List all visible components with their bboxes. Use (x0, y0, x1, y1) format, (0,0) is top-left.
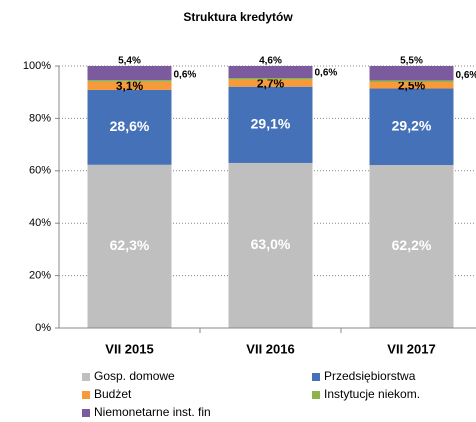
value-label: 3,1% (116, 79, 144, 93)
legend-label: Przedsiębiorstwa (324, 369, 416, 383)
value-label: 4,6% (259, 56, 282, 67)
bar-segment (369, 88, 454, 166)
legend-swatch (82, 409, 90, 417)
x-tick-label: VII 2017 (387, 341, 435, 356)
y-tick-label: 40% (29, 217, 51, 229)
value-label: 5,5% (400, 56, 423, 67)
y-tick-label: 80% (29, 112, 51, 124)
bar-segment (228, 78, 313, 80)
legend-swatch (312, 373, 320, 381)
x-tick-label: VII 2016 (246, 341, 294, 356)
y-tick-label: 100% (23, 60, 51, 72)
value-label: 62,3% (110, 237, 150, 253)
legend-swatch (82, 391, 90, 399)
legend-label: Gosp. domowe (94, 369, 175, 383)
bar-segment (87, 80, 172, 82)
legend-label: Instytucje niekom. (324, 387, 420, 401)
legend-swatch (82, 373, 90, 381)
bar-segment (369, 165, 454, 328)
bar-segment (87, 89, 172, 165)
value-label: 0,6% (174, 70, 197, 81)
bar-segment (228, 79, 313, 87)
value-label: 0,6% (456, 70, 476, 81)
y-tick-label: 20% (29, 270, 51, 282)
value-label: 0,6% (315, 67, 338, 78)
bar-segment (87, 164, 172, 328)
bar-segment (228, 86, 313, 163)
bar-segment (228, 66, 313, 79)
value-label: 29,2% (392, 117, 432, 133)
value-label: 62,2% (392, 237, 432, 253)
legend-swatch (312, 391, 320, 399)
legend-label: Niemonetarne inst. fin (94, 405, 211, 419)
value-label: 5,4% (118, 56, 141, 67)
y-tick-label: 60% (29, 165, 51, 177)
value-label: 28,6% (110, 118, 150, 134)
value-label: 63,0% (251, 236, 291, 252)
bar-segment (228, 162, 313, 328)
x-tick-label: VII 2015 (105, 341, 153, 356)
bar-segment (87, 66, 172, 81)
legend-label: Budżet (94, 387, 132, 401)
bar-segment (87, 81, 172, 90)
bar-segment (369, 81, 454, 89)
bar-segment (369, 80, 454, 82)
y-tick-label: 0% (35, 322, 51, 334)
bar-segment (369, 66, 454, 81)
value-label: 29,1% (251, 116, 291, 132)
value-label: 2,7% (257, 76, 285, 90)
chart-title: Struktura kredytów (183, 10, 293, 24)
